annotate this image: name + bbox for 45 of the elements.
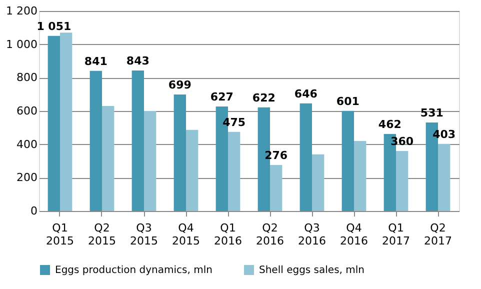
data-label: 843: [126, 54, 150, 68]
bar: [300, 103, 312, 211]
data-label: 627: [210, 90, 234, 104]
data-label: 841: [84, 54, 108, 68]
bar: [144, 111, 156, 211]
bar: [228, 132, 240, 211]
bar: [354, 141, 366, 211]
x-tick-label: Q4 2015: [172, 222, 200, 248]
bar: [132, 70, 144, 211]
x-tick-label: Q2 2016: [256, 222, 284, 248]
legend-label: Shell eggs sales, mln: [259, 265, 365, 276]
y-tick-label: 800: [16, 71, 38, 84]
x-tick-label: Q1 2016: [214, 222, 242, 248]
data-label: 462: [378, 118, 402, 131]
bar: [174, 94, 186, 211]
bar: [396, 151, 408, 211]
y-tick-label: 1 200: [6, 4, 38, 18]
y-tick-label: 600: [16, 104, 38, 118]
data-label: 601: [336, 94, 360, 108]
y-tick-label: 400: [16, 138, 38, 151]
x-tick-label: Q3 2015: [130, 222, 158, 248]
data-label: 646: [294, 87, 318, 100]
x-tick-label: Q2 2015: [88, 222, 116, 248]
x-tick-label: Q4 2016: [340, 222, 368, 248]
bar: [90, 70, 102, 211]
x-tick-label: Q1 2015: [46, 222, 74, 248]
data-label: 1 051: [36, 20, 72, 33]
bar: [48, 36, 60, 211]
y-tick-label: 0: [30, 204, 38, 218]
bar: [270, 165, 282, 211]
legend-label: Eggs production dynamics, mln: [55, 265, 212, 276]
x-tick-label: Q3 2016: [298, 222, 326, 248]
data-label: 531: [420, 106, 444, 120]
bar: [342, 110, 354, 211]
y-tick-label: 1 000: [6, 38, 38, 51]
data-label: 622: [252, 91, 276, 104]
x-tick-label: Q2 2017: [424, 222, 452, 248]
x-tick-label: Q1 2017: [382, 222, 410, 248]
bar: [312, 154, 324, 211]
bar: [186, 130, 198, 211]
data-label: 699: [168, 78, 192, 92]
bar: [60, 32, 72, 211]
y-tick-label: 200: [16, 171, 38, 184]
bar: [102, 106, 114, 211]
bar: [438, 144, 450, 211]
